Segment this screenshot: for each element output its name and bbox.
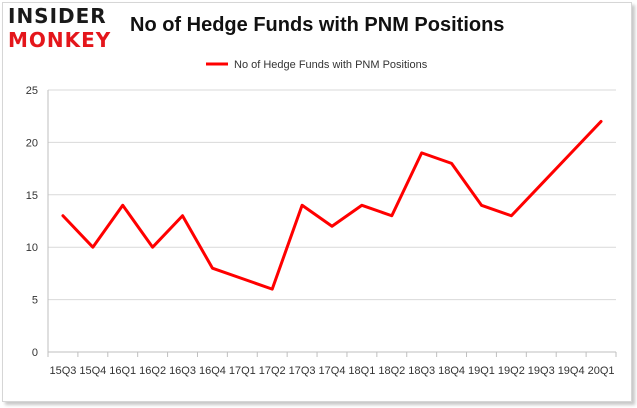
logo-text-insider: INSIDER bbox=[8, 4, 107, 28]
x-tick-label: 18Q1 bbox=[348, 365, 375, 377]
x-tick-label: 17Q3 bbox=[289, 365, 316, 377]
x-tick-label: 18Q3 bbox=[408, 365, 435, 377]
x-tick-label: 19Q2 bbox=[498, 365, 525, 377]
y-tick-label: 25 bbox=[26, 85, 38, 97]
x-tick-label: 16Q2 bbox=[139, 365, 166, 377]
x-tick-label: 18Q2 bbox=[378, 365, 405, 377]
x-tick-label: 18Q4 bbox=[438, 365, 465, 377]
x-tick-label: 16Q1 bbox=[109, 365, 136, 377]
x-tick-label: 17Q2 bbox=[259, 365, 286, 377]
x-tick-label: 16Q3 bbox=[169, 365, 196, 377]
x-tick-label: 15Q3 bbox=[49, 365, 76, 377]
series-line bbox=[61, 119, 603, 291]
legend-label: No of Hedge Funds with PNM Positions bbox=[234, 59, 428, 71]
chart-title: No of Hedge Funds with PNM Positions bbox=[130, 14, 505, 36]
insider-monkey-logo: INSIDER MONKEY bbox=[8, 4, 118, 56]
y-tick-label: 15 bbox=[26, 190, 38, 202]
x-tick-label: 19Q1 bbox=[468, 365, 495, 377]
x-tick-label: 19Q3 bbox=[528, 365, 555, 377]
logo-text-monkey: MONKEY bbox=[8, 28, 112, 52]
x-tick-label: 15Q4 bbox=[79, 365, 106, 377]
y-tick-label: 5 bbox=[32, 295, 38, 307]
y-tick-label: 20 bbox=[26, 137, 38, 149]
chart-frame bbox=[2, 2, 632, 402]
y-tick-label: 0 bbox=[32, 347, 38, 359]
y-tick-label: 10 bbox=[26, 242, 38, 254]
x-tick-label: 16Q4 bbox=[199, 365, 226, 377]
x-tick-label: 17Q4 bbox=[319, 365, 346, 377]
x-tick-label: 17Q1 bbox=[229, 365, 256, 377]
x-tick-label: 20Q1 bbox=[588, 365, 615, 377]
x-tick-label: 19Q4 bbox=[558, 365, 585, 377]
